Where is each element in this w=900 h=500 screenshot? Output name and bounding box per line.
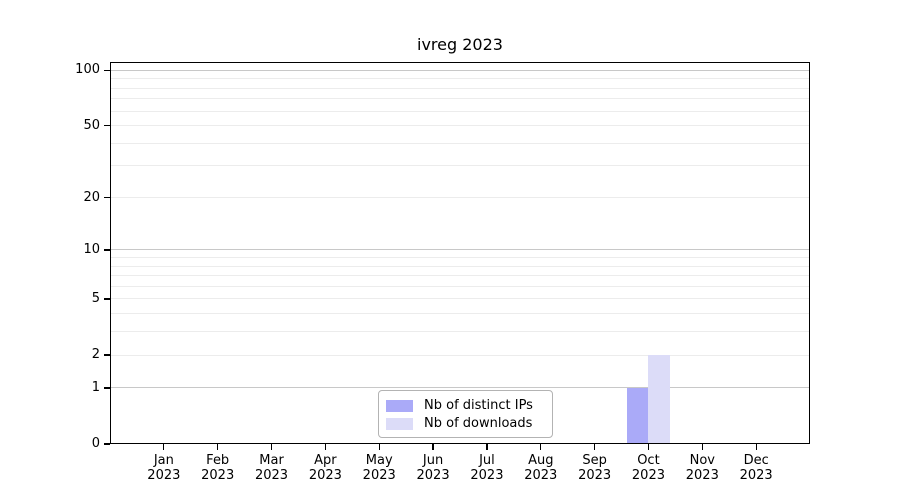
legend-swatch-distinct-ips bbox=[386, 400, 413, 412]
x-tick-label: Oct 2023 bbox=[631, 453, 665, 483]
gridline-minor bbox=[110, 98, 810, 100]
x-tick-label: Apr 2023 bbox=[308, 453, 342, 483]
x-tick bbox=[217, 444, 219, 450]
gridline-minor bbox=[110, 265, 810, 267]
y-tick bbox=[104, 125, 110, 127]
x-tick-label: Dec 2023 bbox=[739, 453, 773, 483]
gridline-minor bbox=[110, 298, 810, 300]
gridline-major bbox=[110, 249, 810, 251]
legend-item-distinct-ips: Nb of distinct IPs bbox=[386, 398, 544, 415]
chart-title: ivreg 2023 bbox=[417, 35, 503, 54]
y-tick-label: 100 bbox=[75, 62, 100, 78]
legend-label-distinct-ips: Nb of distinct IPs bbox=[424, 398, 533, 413]
y-tick bbox=[104, 196, 110, 199]
gridline-minor bbox=[110, 285, 810, 287]
y-tick bbox=[104, 354, 110, 356]
x-tick bbox=[593, 444, 596, 450]
legend: Nb of distinct IPs Nb of downloads bbox=[378, 390, 553, 438]
x-tick bbox=[486, 444, 488, 450]
gridline-minor bbox=[110, 331, 810, 333]
x-tick bbox=[701, 444, 703, 450]
y-tick bbox=[104, 69, 110, 72]
x-tick bbox=[755, 444, 757, 450]
y-tick-label: 0 bbox=[91, 436, 100, 451]
x-tick-label: Jun 2023 bbox=[416, 453, 450, 483]
y-tick-label: 10 bbox=[83, 241, 100, 257]
y-tick-label: 2 bbox=[91, 347, 100, 363]
x-tick-label: Feb 2023 bbox=[201, 453, 235, 483]
y-tick-label: 50 bbox=[83, 117, 100, 133]
y-tick bbox=[104, 249, 110, 251]
gridline-minor bbox=[110, 125, 810, 127]
legend-item-downloads: Nb of downloads bbox=[386, 416, 544, 433]
gridline-minor bbox=[110, 165, 810, 167]
gridline-major bbox=[110, 69, 810, 71]
y-tick-label: 20 bbox=[83, 189, 100, 205]
x-tick bbox=[647, 444, 650, 450]
x-tick bbox=[540, 444, 542, 450]
x-tick-label: Mar 2023 bbox=[254, 453, 289, 483]
y-tick-label: 5 bbox=[91, 290, 100, 306]
x-tick-label: May 2023 bbox=[362, 453, 396, 483]
x-tick bbox=[270, 444, 273, 450]
legend-swatch-downloads bbox=[386, 418, 413, 430]
x-tick-label: Aug 2023 bbox=[524, 453, 558, 483]
y-tick bbox=[104, 443, 110, 445]
x-tick-label: Sep 2023 bbox=[578, 453, 612, 483]
gridline-minor bbox=[110, 275, 810, 277]
bar-distinct-ips bbox=[626, 387, 649, 444]
x-tick-label: Nov 2023 bbox=[685, 453, 719, 483]
legend-label-downloads: Nb of downloads bbox=[424, 416, 533, 431]
x-tick bbox=[324, 444, 327, 450]
gridline-minor bbox=[110, 354, 810, 356]
x-tick bbox=[163, 444, 165, 450]
x-tick bbox=[378, 444, 380, 450]
y-tick bbox=[104, 298, 110, 300]
x-tick-label: Jul 2023 bbox=[470, 453, 504, 483]
gridline-minor bbox=[110, 87, 810, 89]
y-tick bbox=[104, 387, 110, 389]
x-tick bbox=[432, 444, 434, 450]
gridline-minor bbox=[110, 78, 810, 80]
gridline-minor bbox=[110, 142, 810, 144]
gridline-major bbox=[110, 387, 810, 389]
gridline-minor bbox=[110, 257, 810, 259]
bar-downloads bbox=[648, 355, 670, 444]
y-tick-label: 1 bbox=[91, 379, 100, 395]
gridline-minor bbox=[110, 197, 810, 199]
x-tick-label: Jan 2023 bbox=[147, 453, 181, 483]
gridline-minor bbox=[110, 110, 810, 112]
gridline-minor bbox=[110, 313, 810, 315]
